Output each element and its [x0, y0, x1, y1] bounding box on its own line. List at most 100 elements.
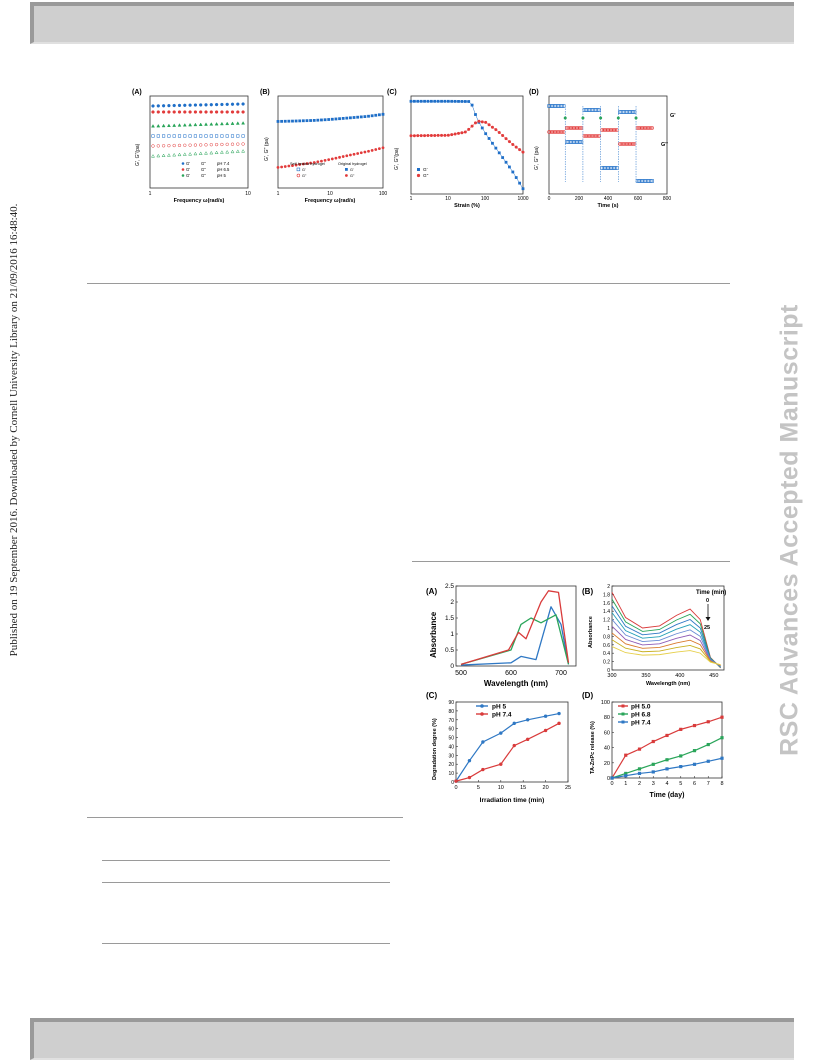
f1a-point-1-5 — [177, 110, 182, 114]
f1a-point-3-4 — [172, 134, 176, 138]
legend-b-head-2: Original hydrogel — [338, 162, 367, 166]
f2c-ytick-1: 10 — [448, 771, 454, 777]
panel-a-ylabel: G', G''(pa) — [135, 143, 141, 166]
f2d-point-0-2 — [637, 747, 642, 751]
f1b-point-gdoubleprime-6 — [298, 163, 302, 166]
f1a-point-0-2 — [161, 104, 166, 108]
header-bar — [30, 2, 794, 44]
f1c-point-gprime-5 — [426, 99, 430, 103]
f1c-point-gdoubleprime-0 — [409, 134, 413, 138]
divider-1 — [87, 283, 730, 284]
f1a-point-1-14 — [225, 110, 229, 114]
f2c-legend: pH 5 pH 7.4 — [476, 704, 512, 719]
legend-c-label-2: G'' — [423, 173, 428, 178]
panel-d-tag: (D) — [529, 89, 539, 96]
panel-c-xtick-1: 1 — [410, 196, 413, 202]
f1c-point-gdoubleprime-32 — [518, 148, 522, 152]
f1b-point-gprime-18 — [341, 116, 345, 120]
f2b-ytick-8: 1.6 — [603, 601, 610, 607]
panel-d-xtick-3: 400 — [604, 196, 613, 202]
f1b-point-gdoubleprime-23 — [359, 151, 363, 155]
f2c-point-1-5 — [525, 737, 530, 742]
f1c-point-gprime-1 — [412, 99, 416, 103]
f1a-point-1-1 — [156, 110, 160, 114]
f1c-point-gdoubleprime-3 — [419, 134, 423, 138]
panel-a-legend: G' G'' pH 7.4 G' G'' pH 6.5 G' G'' pH 5 — [181, 161, 230, 178]
f1b-point-gdoubleprime-20 — [349, 153, 352, 157]
f2d-xtick-8: 8 — [720, 781, 723, 787]
f1b-point-gdoubleprime-15 — [330, 157, 334, 161]
f2d-line-1 — [611, 737, 723, 779]
legend-b-marker-1a — [296, 167, 301, 172]
f2b-tag: (B) — [582, 587, 593, 596]
panel-c-ylabel: G', G''(pa) — [394, 147, 400, 170]
f1a-point-5-14 — [225, 149, 230, 154]
f1b-point-gdoubleprime-28 — [377, 147, 381, 151]
f2b-series-7 — [611, 639, 721, 666]
panel-b-xlabel: Frequency ω(rad/s) — [305, 198, 356, 204]
f1c-point-gprime-16 — [463, 100, 467, 103]
f1c-point-gdoubleprime-20 — [477, 119, 481, 123]
legend-a-g2-1: G'' — [201, 161, 206, 166]
f1a-point-4-8 — [193, 143, 198, 147]
f2d-point-2-6 — [692, 762, 697, 766]
panel-a-xtick-1: 1 — [149, 191, 152, 197]
panel-b-xtick-2: 10 — [327, 191, 333, 197]
f2c-ytick-3: 30 — [448, 753, 454, 759]
fig2-panel-a: (A) Absorbance Wavelength (nm) 0 0.5 1 1.5 2… — [426, 583, 577, 688]
f1a-point-0-5 — [177, 103, 182, 108]
f2a-ytick-3: 1.5 — [445, 615, 454, 622]
f1a-point-0-16 — [236, 102, 240, 106]
f1c-point-gprime-2 — [416, 99, 420, 103]
panel-d-xtick-4: 600 — [634, 196, 643, 202]
f1b-point-gprime-19 — [345, 116, 349, 120]
f1b-point-gdoubleprime-29 — [381, 146, 385, 150]
legend-c-marker-1 — [417, 168, 420, 171]
f2d-xlabel: Time (day) — [650, 792, 685, 799]
panel-a-frame — [149, 95, 249, 189]
fig2-panel-b: (B) Absorbance Wavelength (nm) 0 0.2 0.4 0.… — [582, 584, 726, 687]
f1b-point-gprime-21 — [352, 116, 356, 119]
f2c-ytick-6: 60 — [448, 727, 454, 733]
panel-c-frame — [410, 95, 524, 195]
f1d-green-marker-2 — [599, 116, 603, 120]
f1b-point-gdoubleprime-0 — [276, 166, 280, 169]
f2c-ylabel: Degradation degree (%) — [432, 718, 438, 780]
f1a-point-3-10 — [204, 134, 208, 138]
f2c-ytick-8: 80 — [448, 709, 454, 715]
f2d-point-0-3 — [651, 739, 655, 744]
f1b-point-gdoubleprime-12 — [320, 159, 323, 163]
legend-b-label-1b: G' — [350, 168, 354, 172]
f2a-series-0 — [460, 606, 570, 666]
f1c-point-gprime-13 — [453, 99, 457, 103]
panel-b-xtick-1: 1 — [277, 191, 280, 197]
f2b-ytick-4: 0.8 — [603, 634, 610, 640]
f1a-point-0-17 — [241, 102, 245, 106]
fig1-panel-a: (A) G', G''(pa) 1 10 Frequency ω(rad/s) … — [132, 89, 251, 204]
f1c-point-gdoubleprime-27 — [501, 134, 505, 138]
legend-a-marker-2 — [181, 168, 185, 171]
f1a-point-2-1 — [156, 123, 161, 128]
f2b-ytick-7: 1.4 — [603, 609, 610, 615]
f2b-xtick-2: 400 — [675, 673, 684, 679]
f2a-ytick-2: 1 — [450, 631, 454, 638]
f1b-point-gprime-1 — [280, 119, 284, 123]
f1b-point-gdoubleprime-8 — [305, 162, 309, 165]
f2b-series-6 — [611, 632, 721, 666]
f2c-point-1-3 — [499, 762, 503, 766]
f1a-point-2-4 — [172, 123, 177, 127]
f1a-point-5-3 — [166, 153, 171, 157]
f1d-point-gdoubleprime-2-330 — [595, 134, 600, 138]
f1a-point-5-4 — [172, 152, 177, 157]
f1d-point-gdoubleprime-1-220 — [579, 126, 584, 130]
panel-d-label-gdoubleprime: G'' — [661, 142, 669, 148]
f2b-annotation-arrowhead — [705, 617, 711, 621]
f2b-series-3 — [611, 612, 721, 668]
f1c-point-gprime-25 — [494, 146, 498, 150]
legend-a-g1-1: G' — [186, 161, 190, 166]
f1a-point-2-15 — [230, 121, 235, 125]
f2a-ytick-5: 2.5 — [445, 583, 454, 590]
f2c-xtick-4: 20 — [543, 785, 549, 791]
f1b-point-gprime-9 — [309, 119, 312, 122]
panel-b-ylabel: G', G'' (pa) — [264, 137, 270, 161]
